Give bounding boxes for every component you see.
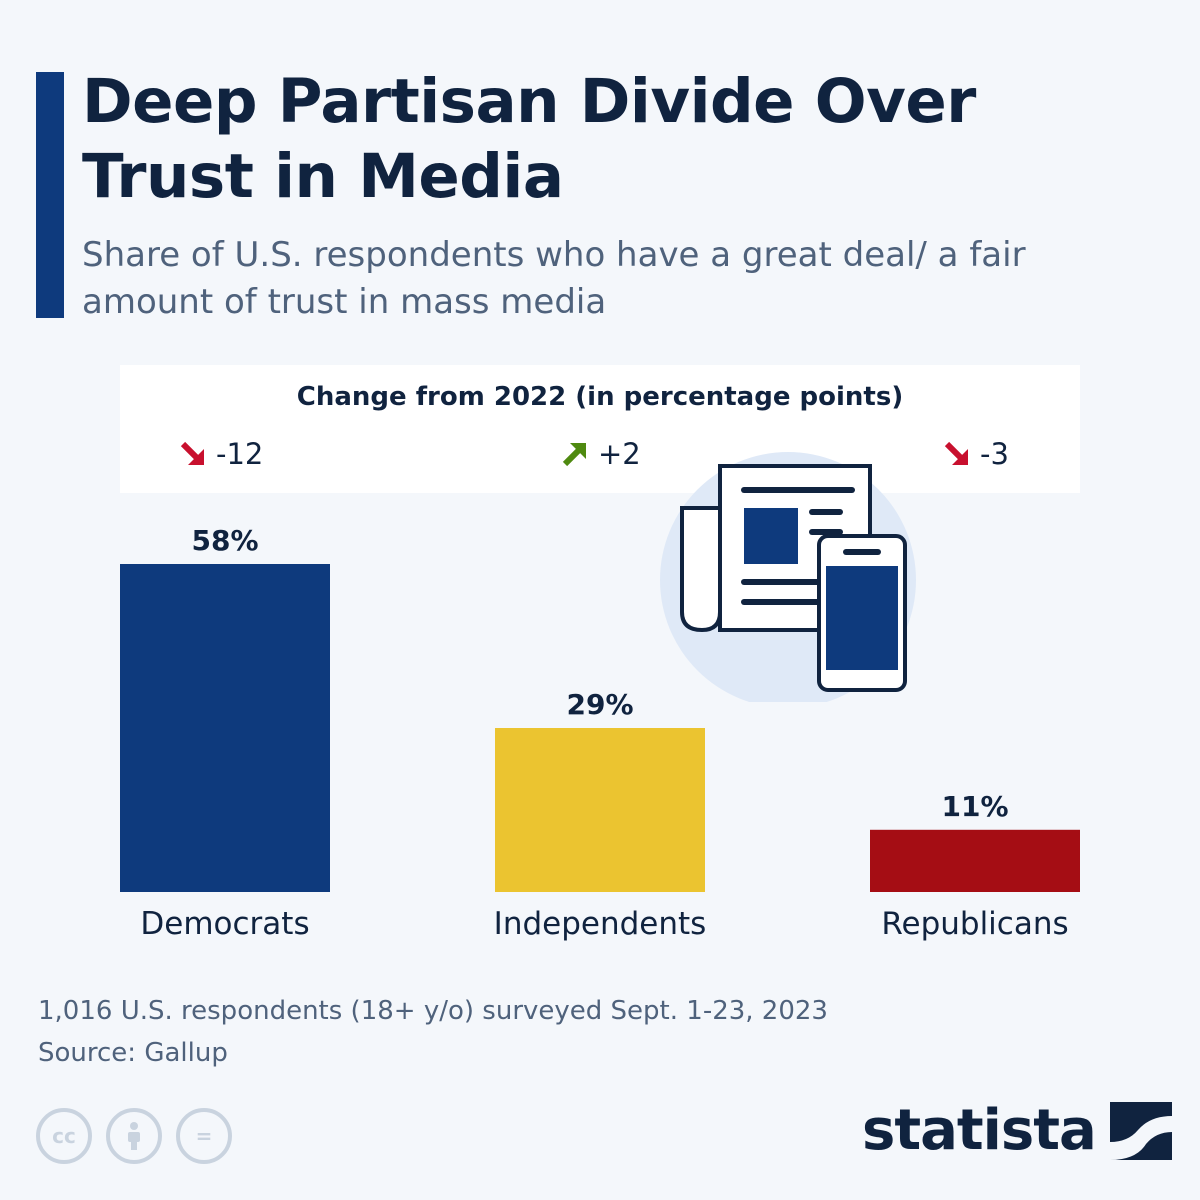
- category-label-democrats: Democrats: [140, 906, 309, 942]
- change-panel-title: Change from 2022 (in percentage points): [296, 382, 904, 412]
- change-item-republicans: -3: [942, 437, 1009, 471]
- page-title: Deep Partisan Divide Over Trust in Media: [82, 66, 976, 212]
- survey-note: 1,016 U.S. respondents (18+ y/o) surveye…: [38, 996, 828, 1026]
- arrow-down-right-icon: [180, 441, 204, 465]
- cc-icon[interactable]: cc: [36, 1108, 92, 1164]
- bar-chart: 58% Democrats 29% Independents 11% Republican…: [120, 524, 1080, 942]
- attribution-icon[interactable]: [106, 1108, 162, 1164]
- category-label-republicans: Republicans: [881, 906, 1068, 942]
- change-value-independents: +2: [598, 437, 641, 471]
- footnote: 1,016 U.S. respondents (18+ y/o) surveye…: [38, 990, 828, 1074]
- title-accent-bar: [36, 72, 64, 318]
- statista-logo-mark-icon: [1109, 1101, 1172, 1160]
- source-note: Source: Gallup: [38, 1038, 228, 1068]
- statista-logo[interactable]: statista: [862, 1098, 1172, 1163]
- license-icons: cc =: [36, 1108, 232, 1164]
- value-label-independents: 29%: [566, 688, 633, 721]
- arrow-up-right-icon: [562, 443, 586, 467]
- bar-democrats: [120, 564, 330, 892]
- change-item-democrats: -12: [178, 437, 263, 471]
- value-label-republicans: 11%: [941, 790, 1008, 823]
- category-label-independents: Independents: [494, 906, 707, 942]
- value-label-democrats: 58%: [191, 524, 258, 557]
- change-item-independents: +2: [560, 437, 641, 471]
- change-value-republicans: -3: [980, 437, 1009, 471]
- arrow-down-right-icon: [944, 441, 968, 465]
- statista-logo-text: statista: [862, 1098, 1097, 1163]
- bar-independents: [495, 728, 705, 892]
- change-panel: Change from 2022 (in percentage points) …: [120, 365, 1080, 493]
- bar-republicans: [870, 829, 1080, 892]
- page-subtitle: Share of U.S. respondents who have a gre…: [82, 235, 1026, 322]
- newspaper-phone-icon: [660, 452, 916, 702]
- no-derivatives-icon[interactable]: =: [176, 1108, 232, 1164]
- change-value-democrats: -12: [216, 437, 264, 471]
